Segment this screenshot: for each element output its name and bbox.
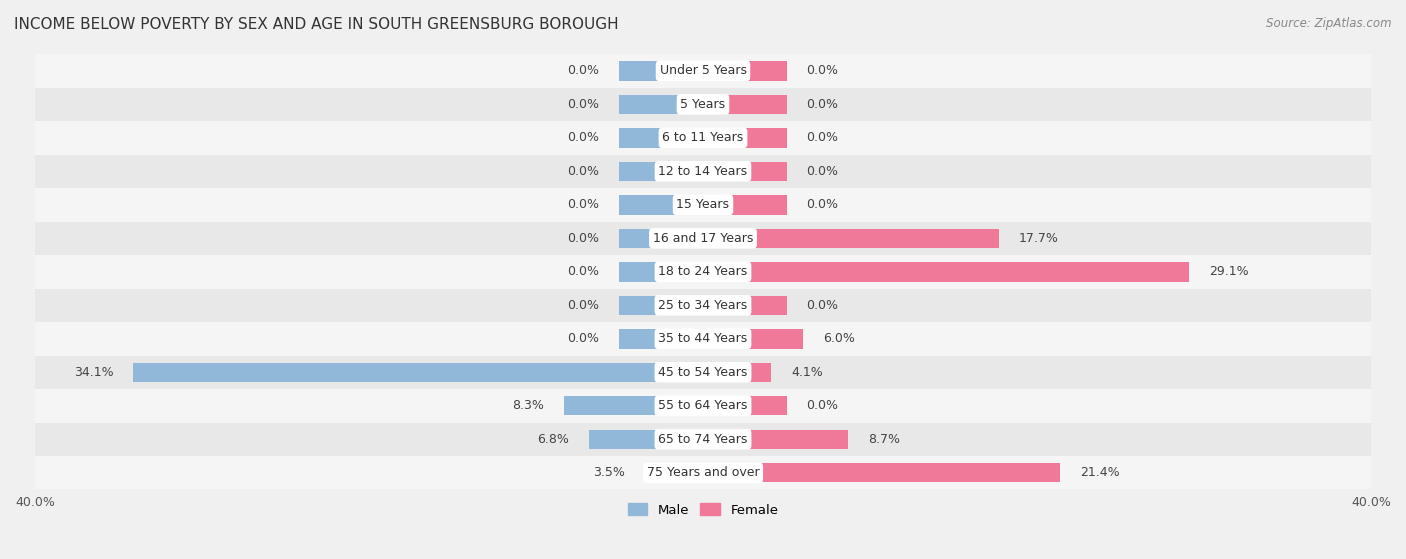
Bar bbox=[620, 229, 703, 248]
Bar bbox=[644, 463, 703, 482]
Bar bbox=[620, 94, 703, 114]
Text: 0.0%: 0.0% bbox=[568, 165, 599, 178]
Text: 5 Years: 5 Years bbox=[681, 98, 725, 111]
Bar bbox=[35, 288, 1371, 322]
Bar bbox=[703, 429, 848, 449]
Bar bbox=[35, 389, 1371, 423]
Text: 0.0%: 0.0% bbox=[568, 131, 599, 144]
Text: 0.0%: 0.0% bbox=[568, 266, 599, 278]
Text: 0.0%: 0.0% bbox=[807, 64, 838, 77]
Bar bbox=[703, 195, 786, 215]
Text: 4.1%: 4.1% bbox=[792, 366, 824, 379]
Legend: Male, Female: Male, Female bbox=[623, 498, 783, 522]
Bar bbox=[703, 61, 786, 80]
Text: 0.0%: 0.0% bbox=[568, 299, 599, 312]
Text: 65 to 74 Years: 65 to 74 Years bbox=[658, 433, 748, 446]
Bar bbox=[703, 363, 772, 382]
Text: 6.8%: 6.8% bbox=[537, 433, 569, 446]
Text: 0.0%: 0.0% bbox=[807, 198, 838, 211]
Text: 17.7%: 17.7% bbox=[1019, 232, 1059, 245]
Text: 34.1%: 34.1% bbox=[73, 366, 114, 379]
Text: 8.7%: 8.7% bbox=[869, 433, 900, 446]
Bar bbox=[35, 356, 1371, 389]
Bar bbox=[620, 162, 703, 181]
Bar bbox=[703, 329, 803, 348]
Text: 0.0%: 0.0% bbox=[568, 332, 599, 345]
Text: 6 to 11 Years: 6 to 11 Years bbox=[662, 131, 744, 144]
Text: Under 5 Years: Under 5 Years bbox=[659, 64, 747, 77]
Text: 0.0%: 0.0% bbox=[568, 64, 599, 77]
Text: 29.1%: 29.1% bbox=[1209, 266, 1249, 278]
Bar bbox=[620, 262, 703, 282]
Text: 15 Years: 15 Years bbox=[676, 198, 730, 211]
Text: 0.0%: 0.0% bbox=[568, 232, 599, 245]
Bar bbox=[564, 396, 703, 415]
Text: 75 Years and over: 75 Years and over bbox=[647, 466, 759, 479]
Text: 18 to 24 Years: 18 to 24 Years bbox=[658, 266, 748, 278]
Bar bbox=[35, 88, 1371, 121]
Text: Source: ZipAtlas.com: Source: ZipAtlas.com bbox=[1267, 17, 1392, 30]
Bar bbox=[35, 456, 1371, 490]
Bar bbox=[620, 61, 703, 80]
Bar bbox=[35, 423, 1371, 456]
Text: 12 to 14 Years: 12 to 14 Years bbox=[658, 165, 748, 178]
Text: 6.0%: 6.0% bbox=[824, 332, 855, 345]
Text: 8.3%: 8.3% bbox=[512, 399, 544, 413]
Text: 25 to 34 Years: 25 to 34 Years bbox=[658, 299, 748, 312]
Text: 21.4%: 21.4% bbox=[1080, 466, 1121, 479]
Text: 0.0%: 0.0% bbox=[807, 98, 838, 111]
Bar bbox=[35, 188, 1371, 221]
Bar bbox=[35, 221, 1371, 255]
Bar bbox=[703, 128, 786, 148]
Bar bbox=[35, 255, 1371, 288]
Bar bbox=[620, 195, 703, 215]
Text: 0.0%: 0.0% bbox=[807, 131, 838, 144]
Bar bbox=[35, 121, 1371, 155]
Text: 0.0%: 0.0% bbox=[568, 98, 599, 111]
Text: 0.0%: 0.0% bbox=[807, 299, 838, 312]
Bar bbox=[703, 262, 1189, 282]
Text: 0.0%: 0.0% bbox=[807, 399, 838, 413]
Text: 45 to 54 Years: 45 to 54 Years bbox=[658, 366, 748, 379]
Bar bbox=[703, 463, 1060, 482]
Text: 0.0%: 0.0% bbox=[568, 198, 599, 211]
Bar bbox=[703, 296, 786, 315]
Bar bbox=[703, 229, 998, 248]
Bar bbox=[703, 162, 786, 181]
Bar bbox=[620, 128, 703, 148]
Text: INCOME BELOW POVERTY BY SEX AND AGE IN SOUTH GREENSBURG BOROUGH: INCOME BELOW POVERTY BY SEX AND AGE IN S… bbox=[14, 17, 619, 32]
Bar bbox=[703, 94, 786, 114]
Bar bbox=[620, 296, 703, 315]
Text: 55 to 64 Years: 55 to 64 Years bbox=[658, 399, 748, 413]
Text: 0.0%: 0.0% bbox=[807, 165, 838, 178]
Bar bbox=[620, 329, 703, 348]
Bar bbox=[35, 155, 1371, 188]
Bar bbox=[703, 396, 786, 415]
Text: 3.5%: 3.5% bbox=[592, 466, 624, 479]
Bar bbox=[134, 363, 703, 382]
Bar bbox=[35, 322, 1371, 356]
Bar bbox=[35, 54, 1371, 88]
Text: 35 to 44 Years: 35 to 44 Years bbox=[658, 332, 748, 345]
Bar bbox=[589, 429, 703, 449]
Text: 16 and 17 Years: 16 and 17 Years bbox=[652, 232, 754, 245]
